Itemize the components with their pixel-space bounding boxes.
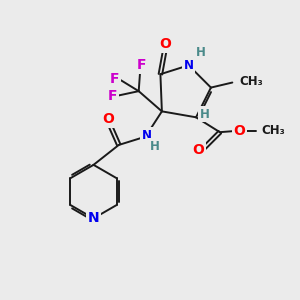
Text: CH₃: CH₃ xyxy=(239,74,263,88)
Text: H: H xyxy=(200,108,210,121)
Text: F: F xyxy=(108,89,117,103)
Text: H: H xyxy=(196,46,206,59)
Text: F: F xyxy=(137,58,146,72)
Text: H: H xyxy=(150,140,160,153)
Text: O: O xyxy=(192,143,204,157)
Text: F: F xyxy=(110,72,120,86)
Text: CH₃: CH₃ xyxy=(262,124,285,137)
Text: O: O xyxy=(233,124,245,138)
Text: N: N xyxy=(88,212,99,225)
Text: N: N xyxy=(142,129,152,142)
Text: N: N xyxy=(184,59,194,72)
Text: O: O xyxy=(103,112,114,126)
Text: O: O xyxy=(159,38,171,52)
